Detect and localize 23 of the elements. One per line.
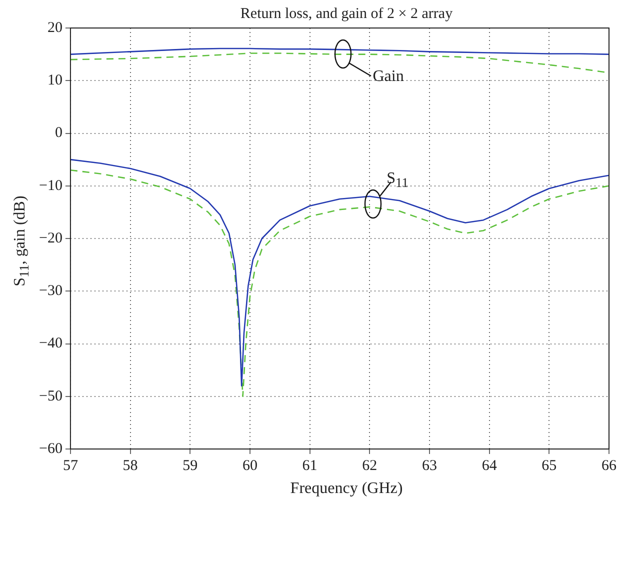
chart-title: Return loss, and gain of 2 × 2 array	[239, 6, 454, 23]
x-tick-label: 65	[542, 458, 557, 474]
y-tick-label: −50	[38, 388, 62, 404]
y-tick-label: −40	[38, 336, 62, 352]
y-tick-label: −20	[38, 230, 62, 246]
x-tick-label: 60	[242, 458, 258, 474]
x-tick-label: 64	[482, 458, 498, 474]
x-tick-label: 58	[122, 458, 138, 474]
y-tick-label: −30	[38, 283, 62, 300]
x-tick-label: 59	[182, 458, 198, 474]
x-tick-label: 66	[602, 458, 617, 474]
x-tick-label: 62	[362, 458, 378, 474]
y-tick-label: 0	[54, 125, 62, 142]
x-axis-title: Frequency (GHz)	[289, 480, 404, 498]
y-tick-label: 10	[47, 72, 62, 89]
annotation: S$_{11}$	[386, 170, 408, 192]
annotation: Gain	[372, 68, 404, 86]
y-tick-label: −10	[38, 178, 62, 194]
y-tick-label: −60	[38, 440, 62, 457]
x-tick-label: 57	[62, 458, 78, 474]
y-tick-label: 20	[47, 20, 62, 36]
x-tick-label: 63	[422, 458, 437, 474]
x-tick-label: 61	[302, 458, 318, 474]
